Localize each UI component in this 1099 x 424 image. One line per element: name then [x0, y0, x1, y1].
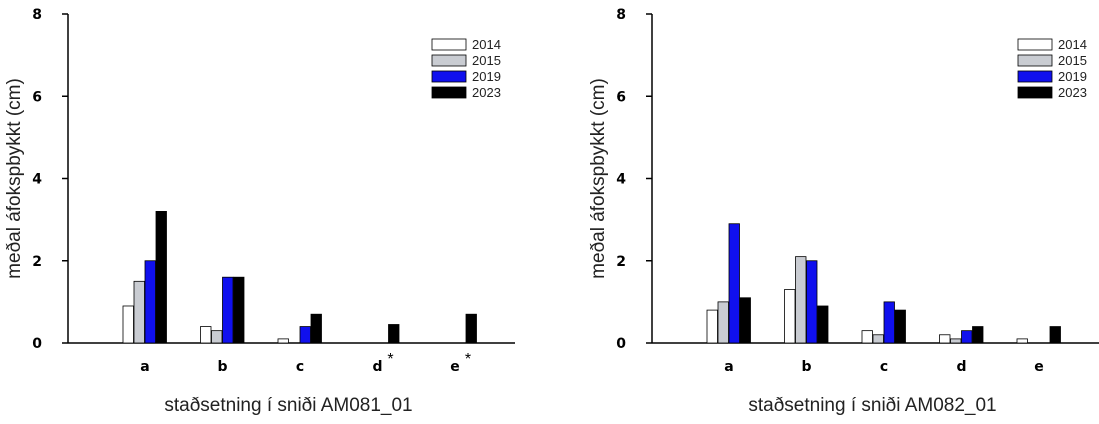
bar-2015-c: [872, 334, 884, 344]
bar-2023-b: [817, 305, 829, 344]
bar-2015-b: [211, 330, 223, 344]
category-annotation: *: [465, 351, 471, 368]
bar-2019-a: [144, 260, 156, 344]
bar-2014-a: [706, 309, 718, 344]
bar-2019-d: [961, 330, 973, 344]
bar-2019-a: [728, 223, 740, 344]
bar-2019-c: [299, 326, 311, 344]
y-axis-title: meðal áfokspbykkt (cm): [4, 78, 25, 279]
bar-2023-c: [894, 309, 906, 344]
bar-2015-b: [795, 256, 807, 344]
y-axis-title: meðal áfokspbykkt (cm): [588, 78, 609, 279]
legend-swatch-2019: [431, 70, 467, 83]
legend-label: 2015: [1058, 53, 1087, 68]
bar-2023-e: [1049, 326, 1061, 344]
legend-label: 2023: [1058, 85, 1087, 100]
bar-2019-b: [806, 260, 818, 344]
bar-2023-d: [972, 326, 984, 344]
x-tick-label: b: [801, 359, 811, 375]
bar-2014-c: [861, 330, 873, 344]
bar-2023-a: [739, 297, 751, 344]
x-axis-title: staðsetning í sniði AM081_01: [164, 395, 412, 416]
legend-swatch-2023: [1017, 86, 1053, 99]
x-tick-label: c: [296, 359, 304, 375]
bar-2023-e: [465, 313, 477, 344]
y-tick-label: 6: [32, 89, 42, 105]
bar-2014-a: [122, 305, 134, 344]
bar-2015-a: [133, 280, 145, 344]
bar-2023-b: [233, 276, 245, 344]
x-tick-label: a: [140, 359, 149, 375]
bar-2014-b: [784, 289, 796, 344]
bar-2023-d: [388, 324, 400, 344]
x-tick-label: e: [450, 359, 460, 375]
bar-2014-d: [939, 334, 951, 344]
bar-2014-c: [277, 338, 289, 344]
y-tick-label: 2: [616, 254, 626, 270]
legend-swatch-2015: [1017, 54, 1053, 67]
bar-2015-a: [717, 301, 729, 344]
y-tick-label: 4: [32, 172, 42, 188]
legend-swatch-2023: [431, 86, 467, 99]
y-tick-label: 2: [32, 254, 42, 270]
bar-2014-e: [1016, 338, 1028, 344]
bar-2014-b: [200, 326, 212, 344]
legend-swatch-2014: [431, 38, 467, 51]
y-tick-label: 0: [616, 336, 626, 352]
legend-label: 2014: [472, 37, 501, 52]
y-tick-label: 6: [616, 89, 626, 105]
x-tick-label: c: [880, 359, 888, 375]
legend-swatch-2014: [1017, 38, 1053, 51]
category-annotation: *: [387, 351, 393, 368]
y-tick-label: 0: [32, 336, 42, 352]
x-tick-label: d: [372, 359, 382, 375]
x-tick-label: e: [1034, 359, 1044, 375]
bar-2019-c: [883, 301, 895, 344]
chart-panel-am082: 0 2 4 6 8 meðal áfokspbykkt (cm) staðsetning í…: [588, 7, 1099, 416]
bar-2023-a: [155, 210, 167, 344]
legend-swatch-2019: [1017, 70, 1053, 83]
legend-label: 2015: [472, 53, 501, 68]
legend-label: 2023: [472, 85, 501, 100]
y-tick-label: 8: [616, 7, 626, 23]
chart-panel-am081: 0 2 4 6 8 meðal áfokspbykkt (cm) staðsetning í…: [4, 7, 515, 416]
bar-2019-b: [222, 276, 234, 344]
legend-label: 2019: [1058, 69, 1087, 84]
y-tick-label: 8: [32, 7, 42, 23]
legend-swatch-2015: [431, 54, 467, 67]
x-tick-label: a: [724, 359, 733, 375]
bar-2023-c: [310, 313, 322, 344]
x-tick-label: b: [217, 359, 227, 375]
bar-2015-d: [950, 338, 962, 344]
legend-label: 2014: [1058, 37, 1087, 52]
x-tick-label: d: [956, 359, 966, 375]
x-axis-title: staðsetning í sniði AM082_01: [748, 395, 996, 416]
legend-label: 2019: [472, 69, 501, 84]
y-tick-label: 4: [616, 172, 626, 188]
